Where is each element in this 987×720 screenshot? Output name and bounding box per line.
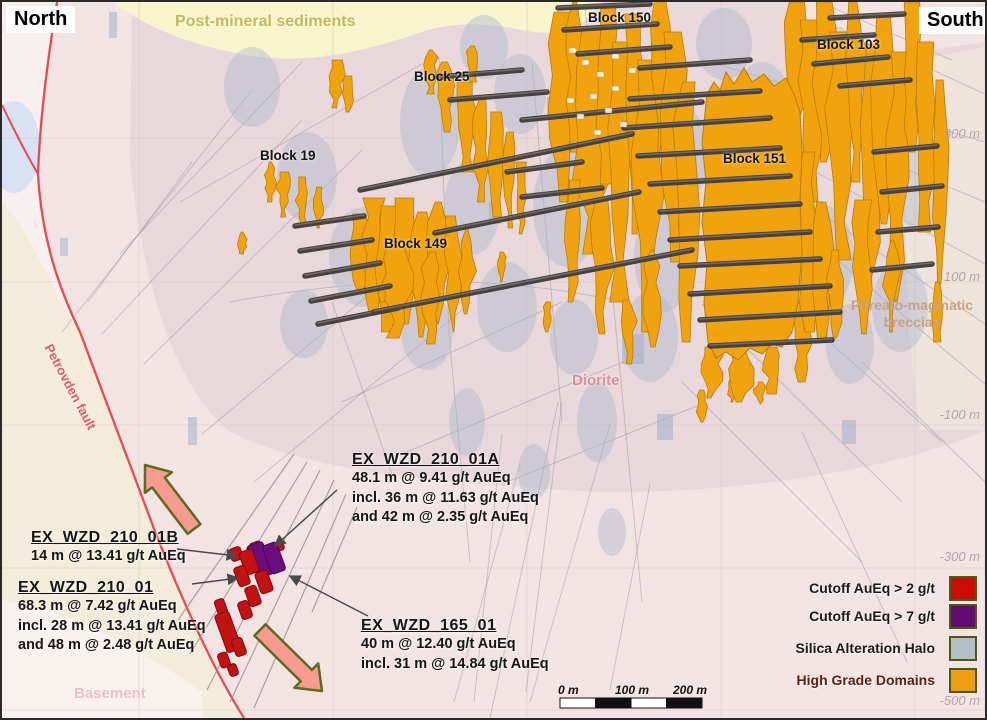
block-25-label: Block 25 bbox=[414, 69, 470, 84]
movement-arrow-up bbox=[143, 463, 202, 536]
fault-movement-arrows bbox=[143, 463, 324, 693]
legend-swatch-cutoff7 bbox=[949, 604, 977, 629]
basement-region bbox=[2, 202, 242, 718]
annotation-ex-wzd-165-01: EX_WZD_165_01 40 m @ 12.40 g/t AuEq incl… bbox=[361, 617, 549, 672]
scale-tick-0: 0 m bbox=[558, 683, 579, 697]
legend-swatch-highgrade bbox=[949, 668, 977, 693]
annotation-ex-wzd-210-01a: EX_WZD_210_01A 48.1 m @ 9.41 g/t AuEq in… bbox=[352, 451, 539, 525]
north-label: North bbox=[6, 6, 76, 33]
block-149-label: Block 149 bbox=[384, 236, 448, 251]
scale-bar bbox=[559, 697, 703, 709]
movement-arrow-down bbox=[253, 623, 324, 693]
block-150-label: Block 150 bbox=[588, 10, 652, 25]
elevation-minus500: -500 m bbox=[939, 693, 980, 708]
post-mineral-sediments-label: Post-mineral sediments bbox=[175, 13, 356, 30]
petrovden-fault-line bbox=[2, 2, 245, 718]
block-151-label: Block 151 bbox=[723, 151, 787, 166]
elevation-300: 300 m bbox=[943, 126, 980, 141]
diorite-label: Diorite bbox=[572, 372, 620, 389]
south-label: South bbox=[919, 7, 985, 34]
phreato-magmatic-breccias-label: Phreato-magmatic breccias bbox=[850, 297, 974, 330]
elevation-minus100: -100 m bbox=[939, 407, 980, 422]
legend-swatch-silica bbox=[949, 636, 977, 661]
basement-label: Basement bbox=[74, 685, 146, 702]
intercept-cylinders bbox=[213, 540, 286, 677]
drillhole-tubes bbox=[292, 2, 945, 349]
legend-label-cutoff2: Cutoff AuEq > 2 g/t bbox=[809, 580, 935, 596]
drillhole-id-tags bbox=[566, 47, 637, 136]
scale-tick-200: 200 m bbox=[673, 683, 708, 697]
legend-label-silica: Silica Alteration Halo bbox=[795, 640, 935, 656]
annotation-ex-wzd-210-01b: EX_WZD_210_01B 14 m @ 13.41 g/t AuEq bbox=[31, 529, 186, 564]
scale-tick-100: 100 m bbox=[615, 683, 650, 697]
annotation-arrows bbox=[176, 489, 369, 617]
annotation-ex-wzd-210-01: EX_WZD_210_01 68.3 m @ 7.42 g/t AuEq inc… bbox=[18, 579, 206, 653]
legend-label-highgrade: High Grade Domains bbox=[796, 672, 935, 688]
legend-swatch-cutoff2 bbox=[949, 576, 977, 601]
legend-label-cutoff7: Cutoff AuEq > 7 g/t bbox=[809, 608, 935, 624]
elevation-100: 100 m bbox=[943, 269, 980, 284]
block-103-label: Block 103 bbox=[817, 37, 881, 52]
elevation-minus300: -300 m bbox=[939, 549, 980, 564]
steep-drill-traces bbox=[177, 453, 358, 709]
block-19-label: Block 19 bbox=[260, 148, 316, 163]
post-mineral-sediments-region bbox=[112, 2, 602, 59]
